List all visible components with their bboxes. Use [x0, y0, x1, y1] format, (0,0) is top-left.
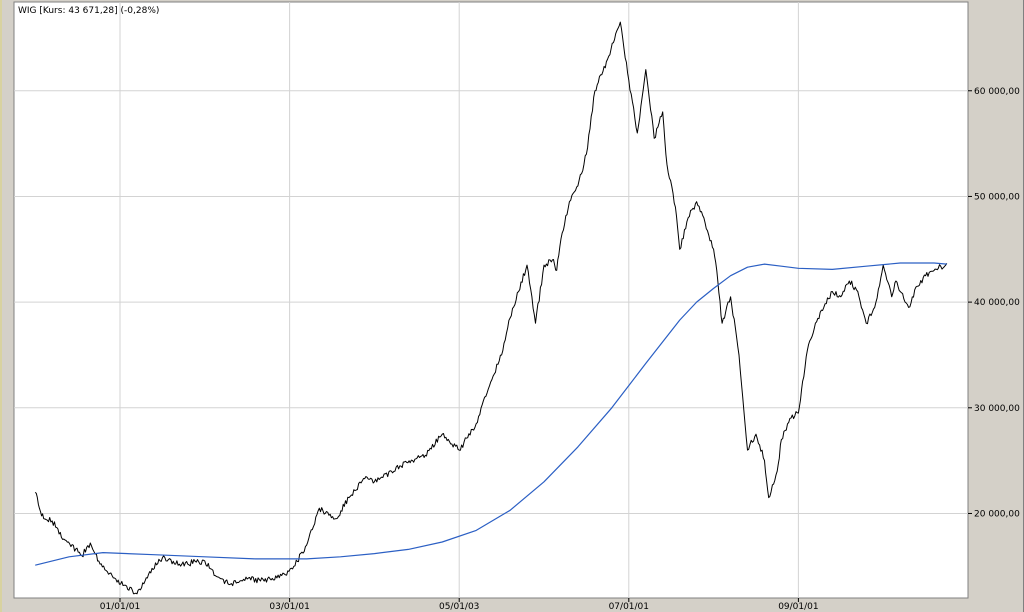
chart-title: WIG [Kurs: 43 671,28] (-0,28%) [18, 6, 159, 16]
x-tick-label: 03/01/01 [269, 602, 309, 612]
y-tick-label: 20 000,00 [974, 509, 1020, 519]
x-tick-label: 07/01/01 [609, 602, 649, 612]
y-axis: 20 000,00 30 000,00 40 000,00 50 000,00 60 0… [968, 87, 1020, 519]
x-tick-label: 01/01/01 [100, 602, 140, 612]
y-tick-label: 30 000,00 [974, 404, 1020, 414]
moving-average-line [35, 262, 947, 566]
price-series-line [34, 21, 948, 595]
plot-area [13, 1, 969, 599]
x-tick-label: 05/01/03 [439, 602, 479, 612]
x-axis: 01/01/01 03/01/01 05/01/03 07/01/01 09/01/01 [100, 598, 819, 612]
series-lines [34, 21, 948, 595]
y-tick-label: 60 000,00 [974, 87, 1020, 97]
x-tick-label: 09/01/01 [778, 602, 818, 612]
y-tick-label: 40 000,00 [974, 298, 1020, 308]
grid-lines [14, 2, 968, 598]
y-tick-label: 50 000,00 [974, 192, 1020, 202]
